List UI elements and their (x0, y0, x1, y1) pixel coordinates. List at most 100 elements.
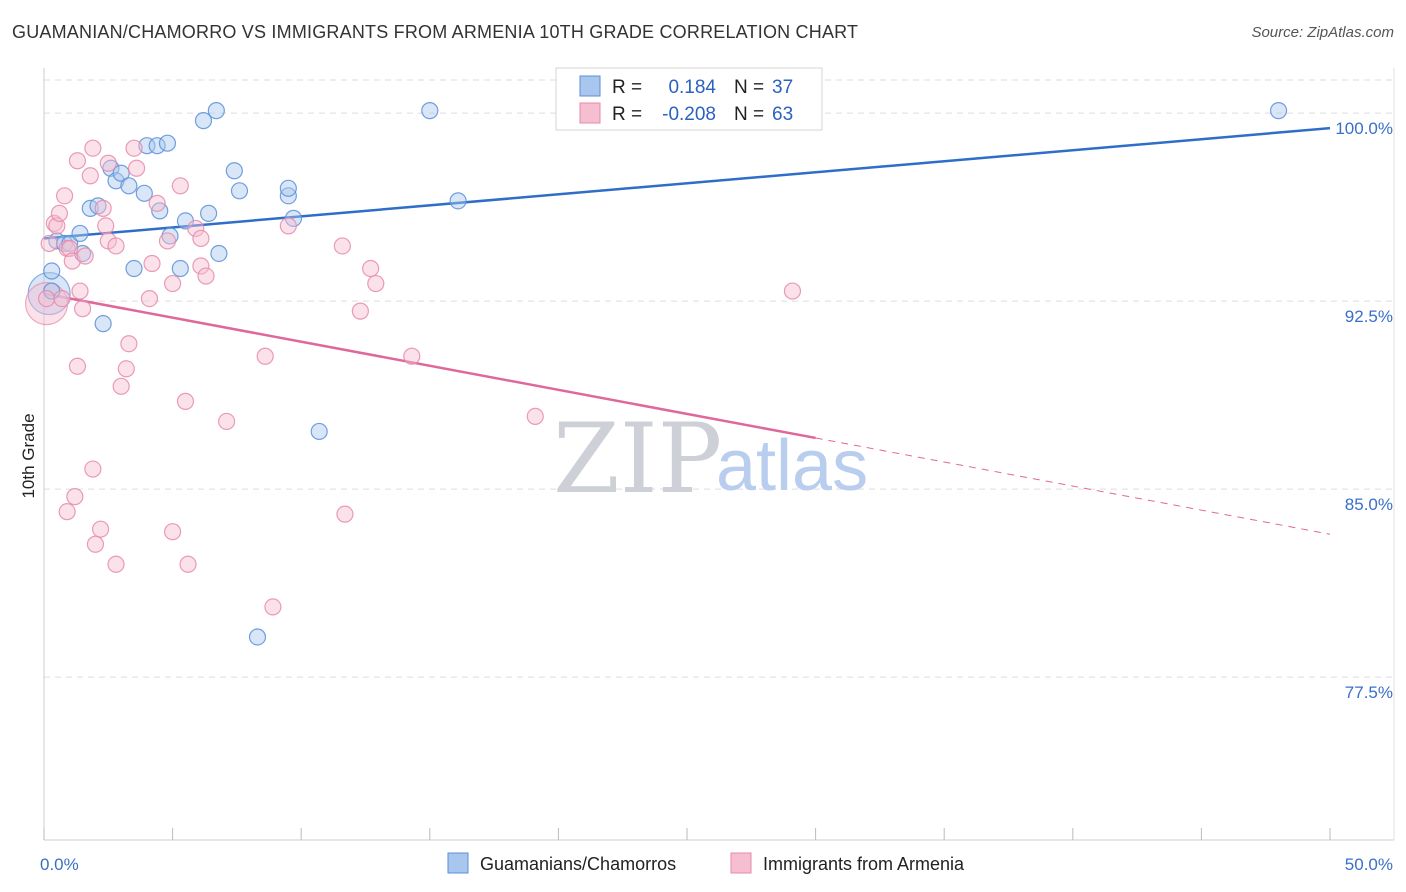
watermark: ZIP atlas (553, 403, 868, 515)
armenia-point (171, 177, 189, 195)
guamanian-point (210, 244, 228, 263)
guamanian-point (279, 179, 297, 197)
armenia-point (84, 460, 102, 478)
armenia-point (164, 274, 182, 293)
guamanian-point (61, 234, 79, 253)
data-points (24, 102, 1288, 646)
guamanian-point (94, 315, 112, 333)
armenia-point (73, 300, 92, 318)
guamanian-point (120, 177, 138, 195)
armenia-point (125, 139, 143, 157)
guamanian-point (171, 259, 189, 278)
guamanian-point (43, 262, 61, 280)
armenia-point (197, 267, 215, 285)
armenia-point (58, 503, 76, 521)
armenia-point (68, 357, 87, 375)
armenia-point (94, 199, 112, 217)
guamanian-point (207, 102, 225, 120)
armenia-point (336, 505, 354, 523)
armenia-point (63, 252, 81, 270)
legend-swatch-blue (579, 75, 601, 97)
armenia-point (192, 257, 210, 275)
legend-swatch-pink (579, 102, 601, 124)
guamanian-point (112, 164, 130, 182)
armenia-point (71, 282, 89, 300)
armenia-point (179, 555, 197, 573)
legend-r-label: R = (612, 104, 642, 125)
guamanian-point (449, 192, 467, 210)
guamanian-point (194, 112, 213, 130)
guamanian-point (135, 184, 153, 202)
legend-n-label: N = (734, 104, 764, 125)
armenia-point (218, 412, 236, 431)
legend-label-guamanians: Guamanians/Chamorros (480, 854, 676, 874)
armenia-point (76, 247, 94, 265)
armenia-point (158, 232, 177, 250)
axes: 100.0% 92.5% 85.0% 77.5% 0.0% 50.0% (40, 68, 1395, 874)
armenia-point (403, 347, 421, 365)
y-tick-label: 92.5% (1345, 307, 1393, 326)
armenia-point (84, 139, 102, 157)
guamanian-point (248, 628, 267, 646)
armenia-point (40, 234, 58, 253)
armenia-point (37, 289, 56, 308)
legend-swatch-guamanians (447, 852, 469, 874)
y-axis-title: 10th Grade (19, 413, 38, 498)
x-tick-label: 0.0% (40, 855, 79, 874)
armenia-trend-line (43, 292, 816, 440)
legend-r-value: -0.208 (662, 104, 716, 125)
guamanian-point (1269, 102, 1288, 120)
grid-lines (44, 79, 1394, 678)
armenia-point (362, 259, 380, 278)
armenia-point (351, 302, 369, 320)
armenia-point (783, 282, 802, 300)
armenia-point (48, 217, 66, 235)
legend-n-label: N = (734, 77, 764, 98)
armenia-point (127, 159, 146, 177)
armenia-point (117, 360, 135, 378)
armenia-point (45, 214, 63, 233)
y-tick-label: 85.0% (1345, 495, 1393, 514)
guamanian-point (71, 224, 89, 243)
y-tick-label: 77.5% (1345, 683, 1393, 702)
armenia-trend-extension (815, 437, 1331, 535)
armenia-point (99, 154, 117, 172)
guamanian-point (310, 422, 328, 441)
legend-swatch-armenia (730, 852, 752, 874)
armenia-point (192, 229, 210, 248)
x-tick-label: 50.0% (1345, 855, 1393, 874)
armenia-point (176, 392, 195, 410)
armenia-point (333, 237, 351, 255)
source-label: Source: ZipAtlas.com (1251, 24, 1394, 41)
armenia-point (148, 194, 166, 212)
armenia-point (86, 535, 105, 553)
armenia-point (50, 204, 69, 222)
legend-n-value: 63 (772, 104, 793, 125)
armenia-point (53, 289, 71, 308)
armenia-point (279, 217, 297, 235)
guamanian-point (148, 137, 166, 155)
armenia-point (367, 274, 385, 293)
armenia-point (187, 219, 205, 238)
y-tick-label: 100.0% (1335, 119, 1393, 138)
guamanian-point (200, 204, 218, 222)
armenia-point (61, 239, 79, 258)
guamanian-trend-line (43, 126, 1331, 240)
armenia-point (143, 254, 161, 273)
guamanian-point (125, 259, 143, 278)
armenia-point (112, 377, 130, 395)
correlation-legend: R = 0.184 N = 37 R = -0.208 N = 63 (555, 67, 823, 131)
guamanian-point (158, 134, 177, 152)
watermark-zip: ZIP (553, 403, 722, 515)
guamanian-point (230, 182, 249, 200)
guamanian-point (225, 162, 243, 180)
armenia-point (256, 347, 274, 365)
legend-r-value: 0.184 (668, 77, 716, 98)
armenia-point (81, 167, 99, 185)
armenia-point (55, 187, 74, 205)
legend-r-label: R = (612, 77, 642, 98)
legend-n-value: 37 (772, 77, 793, 98)
watermark-atlas: atlas (716, 426, 868, 506)
armenia-point (91, 520, 110, 538)
